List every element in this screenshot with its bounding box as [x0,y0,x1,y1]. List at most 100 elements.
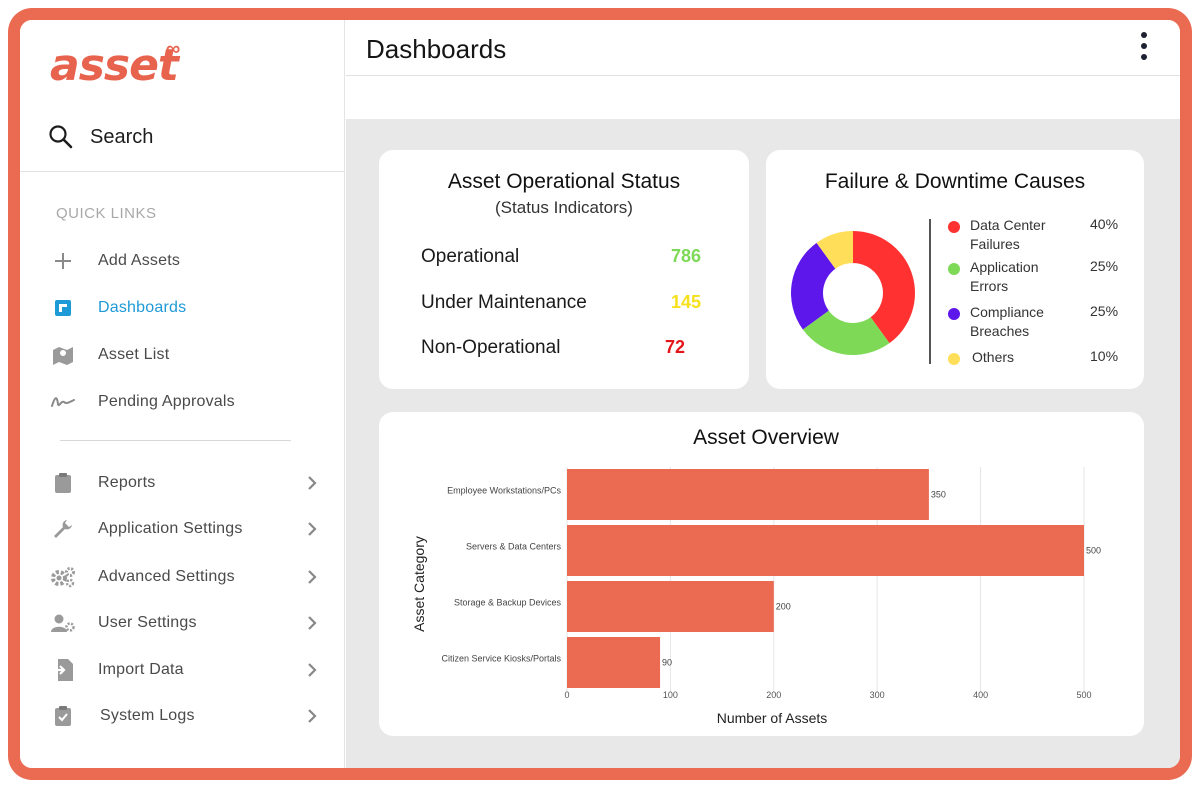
chevron-right-icon [308,570,317,584]
chart-title: Asset Overview [693,426,840,449]
category-label: Citizen Service Kiosks/Portals [441,654,561,664]
nav-pending-approvals[interactable]: Pending Approvals [50,387,320,417]
x-tick-label: 200 [766,690,781,700]
x-tick-label: 500 [1076,690,1091,700]
legend-value: 10% [1090,348,1119,364]
chevron-right-icon [308,476,317,490]
more-options-icon[interactable] [1138,32,1150,64]
legend-label: Others [972,349,1015,365]
divider [60,440,291,441]
bar [567,469,929,520]
clipboard-check-icon [50,703,76,729]
x-axis-label: Number of Assets [717,710,828,726]
nav-label: Reports [98,474,156,491]
asset-status-card: Asset Operational Status (Status Indicat… [379,150,749,389]
chevron-right-icon [308,709,317,723]
pie-slice [853,231,915,344]
quick-links-heading: QUICK LINKS [56,205,157,222]
pie-slice [791,242,836,330]
nav-label: Asset List [98,346,170,363]
nav-label: User Settings [98,614,197,631]
legend-label: Application Errors [970,259,1039,294]
bar-value-label: 350 [931,490,946,500]
failure-causes-card: Failure & Downtime Causes Data Center Fa… [766,150,1144,389]
nav-application-settings[interactable]: Application Settings [50,514,320,544]
signature-icon [50,389,76,415]
asset-overview-chart: Asset Overview 0 100 200 300 400 500 350 Employe… [411,426,1101,726]
legend-value: 25% [1090,303,1119,319]
nav-user-settings[interactable]: User Settings [50,608,320,638]
card-title: Asset Operational Status [447,170,681,193]
plus-icon [50,248,76,274]
wrench-icon [50,516,76,542]
user-gear-icon [50,610,76,636]
donut-chart [791,231,915,355]
category-label: Servers & Data Centers [466,542,562,552]
logo-mark: ∞ [166,38,181,60]
nav-label: System Logs [100,707,195,724]
page-title: Dashboards [366,34,507,64]
status-label: Under Maintenance [421,292,587,313]
status-row-maintenance: Under Maintenance 145 [421,292,701,314]
status-label: Operational [421,246,520,267]
category-label: Storage & Backup Devices [454,598,562,608]
nav-import-data[interactable]: Import Data [50,655,320,685]
x-tick-label: 0 [564,690,569,700]
bar-value-label: 200 [776,602,791,612]
x-tick-label: 100 [663,690,678,700]
legend-swatch [948,221,960,233]
category-label: Employee Workstations/PCs [447,486,561,496]
legend-swatch [948,353,960,365]
chevron-right-icon [308,663,317,677]
map-icon [50,342,76,368]
x-tick-label: 400 [973,690,988,700]
y-axis-label: Asset Category [411,536,427,632]
legend-value: 25% [1090,258,1119,274]
legend-label: Data Center Failures [970,217,1046,252]
divider [20,171,345,172]
nav-advanced-settings[interactable]: Advanced Settings [50,562,320,592]
legend-swatch [948,263,960,275]
status-value: 786 [670,246,701,266]
nav-system-logs[interactable]: System Logs [50,701,320,731]
chevron-right-icon [308,616,317,630]
status-label: Non-Operational [421,337,561,358]
logo[interactable]: asset [50,40,179,91]
nav-label: Application Settings [98,520,243,537]
legend-divider [929,219,931,364]
import-icon [50,657,76,683]
chevron-right-icon [308,522,317,536]
legend-label: Compliance Breaches [970,304,1044,339]
gears-icon [50,564,76,590]
dashboard-content: Asset Operational Status (Status Indicat… [346,119,1180,768]
legend-swatch [948,308,960,320]
sub-header [346,77,1180,119]
bar [567,525,1084,576]
status-value: 145 [670,292,701,312]
sidebar: asset ∞ Search QUICK LINKS Add Assets Da… [20,20,345,768]
status-value: 72 [664,337,685,357]
bar [567,581,774,632]
top-header: Dashboards [346,20,1180,76]
nav-label: Dashboards [98,299,187,316]
nav-label: Pending Approvals [98,393,235,410]
nav-dashboards[interactable]: Dashboards [50,293,320,323]
pie-slice [816,231,853,269]
nav-label: Add Assets [98,252,181,269]
search-label: Search [90,125,154,148]
search-button[interactable]: Search [48,124,153,150]
search-icon [49,125,73,149]
app-window: asset ∞ Search QUICK LINKS Add Assets Da… [20,20,1180,768]
clipboard-icon [50,470,76,496]
nav-reports[interactable]: Reports [50,468,320,498]
nav-label: Advanced Settings [98,568,235,585]
nav-asset-list[interactable]: Asset List [50,340,320,370]
status-row-non-operational: Non-Operational 72 [421,337,701,359]
dashboard-icon [50,295,76,321]
pie-slice [802,310,890,355]
bar [567,637,661,688]
nav-label: Import Data [98,661,184,678]
nav-add-assets[interactable]: Add Assets [50,246,320,276]
card-title: Failure & Downtime Causes [824,170,1086,193]
x-tick-label: 300 [870,690,885,700]
